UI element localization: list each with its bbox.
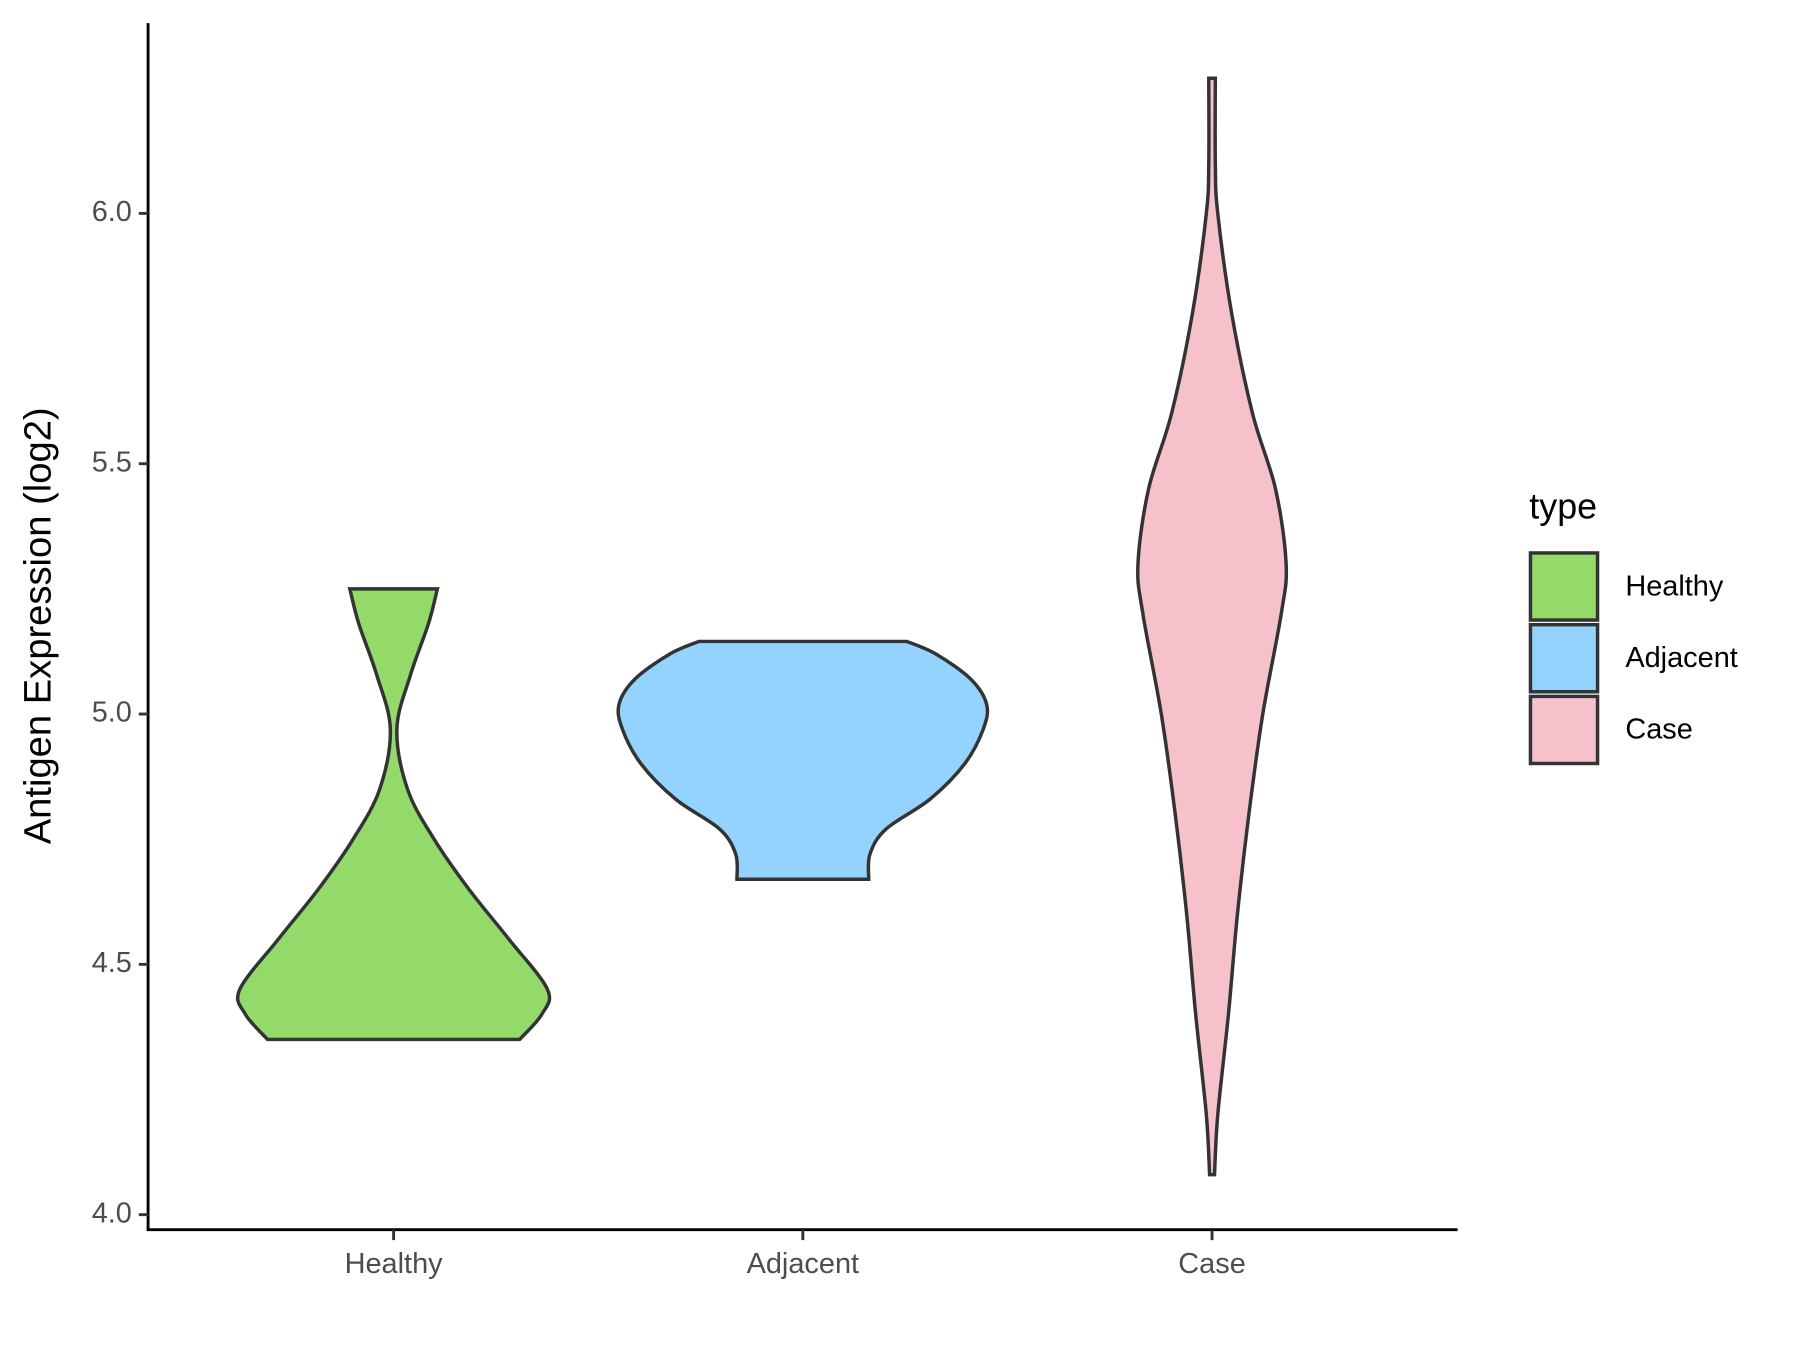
legend-label: Healthy <box>1625 570 1724 602</box>
y-tick-label: 4.0 <box>92 1197 132 1229</box>
y-tick-label: 6.0 <box>92 196 132 228</box>
legend-label: Adjacent <box>1625 642 1738 674</box>
violin <box>616 639 990 881</box>
y-tick-label: 5.0 <box>92 697 132 729</box>
violin <box>1136 76 1289 1177</box>
x-tick-label: Case <box>1178 1248 1245 1280</box>
legend-key <box>1528 622 1600 694</box>
legend-key <box>1528 694 1600 766</box>
legend-key <box>1528 551 1600 622</box>
y-axis-label: Antigen Expression (log2) <box>17 407 60 844</box>
y-tick-label: 4.5 <box>92 947 132 979</box>
x-tick-label: Adjacent <box>747 1248 860 1280</box>
y-tick-label: 5.5 <box>92 446 132 478</box>
legend-title: type <box>1529 486 1597 526</box>
legend-label: Case <box>1625 714 1692 746</box>
violin <box>235 587 552 1042</box>
x-tick-label: Healthy <box>345 1248 444 1280</box>
